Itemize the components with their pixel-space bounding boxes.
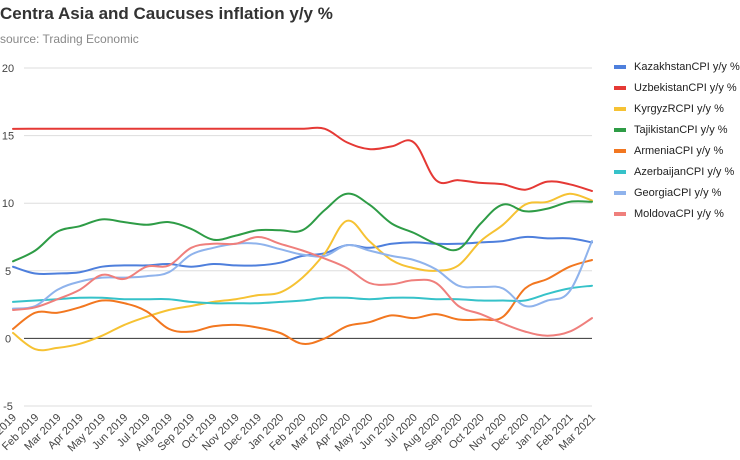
y-tick-label: 5 <box>5 266 11 278</box>
legend-label: TajikistanCPI y/y % <box>634 124 728 136</box>
legend-label: UzbekistanCPI y/y % <box>634 82 737 94</box>
chart-title: Centra Asia and Caucuses inflation y/y % <box>0 4 333 23</box>
series-line-uzbekistancpi-y-y <box>12 126 593 192</box>
legend-label: AzerbaijanCPI y/y % <box>634 166 734 178</box>
series-line-moldovacpi-y-y <box>12 236 593 337</box>
series-line-georgiacpi-y-y <box>12 240 593 310</box>
legend-swatch <box>614 149 626 153</box>
y-tick-label: 10 <box>2 198 14 210</box>
legend-swatch <box>614 128 626 132</box>
legend-label: KazakhstanCPI y/y % <box>634 61 740 73</box>
series-line-kyrgyzrcpi-y-y <box>12 192 593 352</box>
legend-swatch <box>614 191 626 195</box>
y-tick-label: 15 <box>2 131 14 143</box>
legend-swatch <box>614 65 626 69</box>
y-tick-label: 0 <box>5 333 11 345</box>
chart-subtitle: source: Trading Economic <box>0 32 139 46</box>
series-line-armeniacpi-y-y <box>12 259 593 345</box>
y-tick-label: -5 <box>3 401 13 413</box>
legend-label: MoldovaCPI y/y % <box>634 208 724 220</box>
series-line-kazakhstancpi-y-y <box>12 235 593 276</box>
series-line-tajikistancpi-y-y <box>12 192 593 263</box>
legend-label: KyrgyzRCPI y/y % <box>634 103 724 115</box>
legend-label: GeorgiaCPI y/y % <box>634 187 722 199</box>
y-tick-label: 20 <box>2 63 14 75</box>
legend-swatch <box>614 107 626 111</box>
series-line-azerbaijancpi-y-y <box>12 284 593 305</box>
legend-swatch <box>614 212 626 216</box>
legend-swatch <box>614 86 626 90</box>
legend-label: ArmeniaCPI y/y % <box>634 145 723 157</box>
legend-swatch <box>614 170 626 174</box>
